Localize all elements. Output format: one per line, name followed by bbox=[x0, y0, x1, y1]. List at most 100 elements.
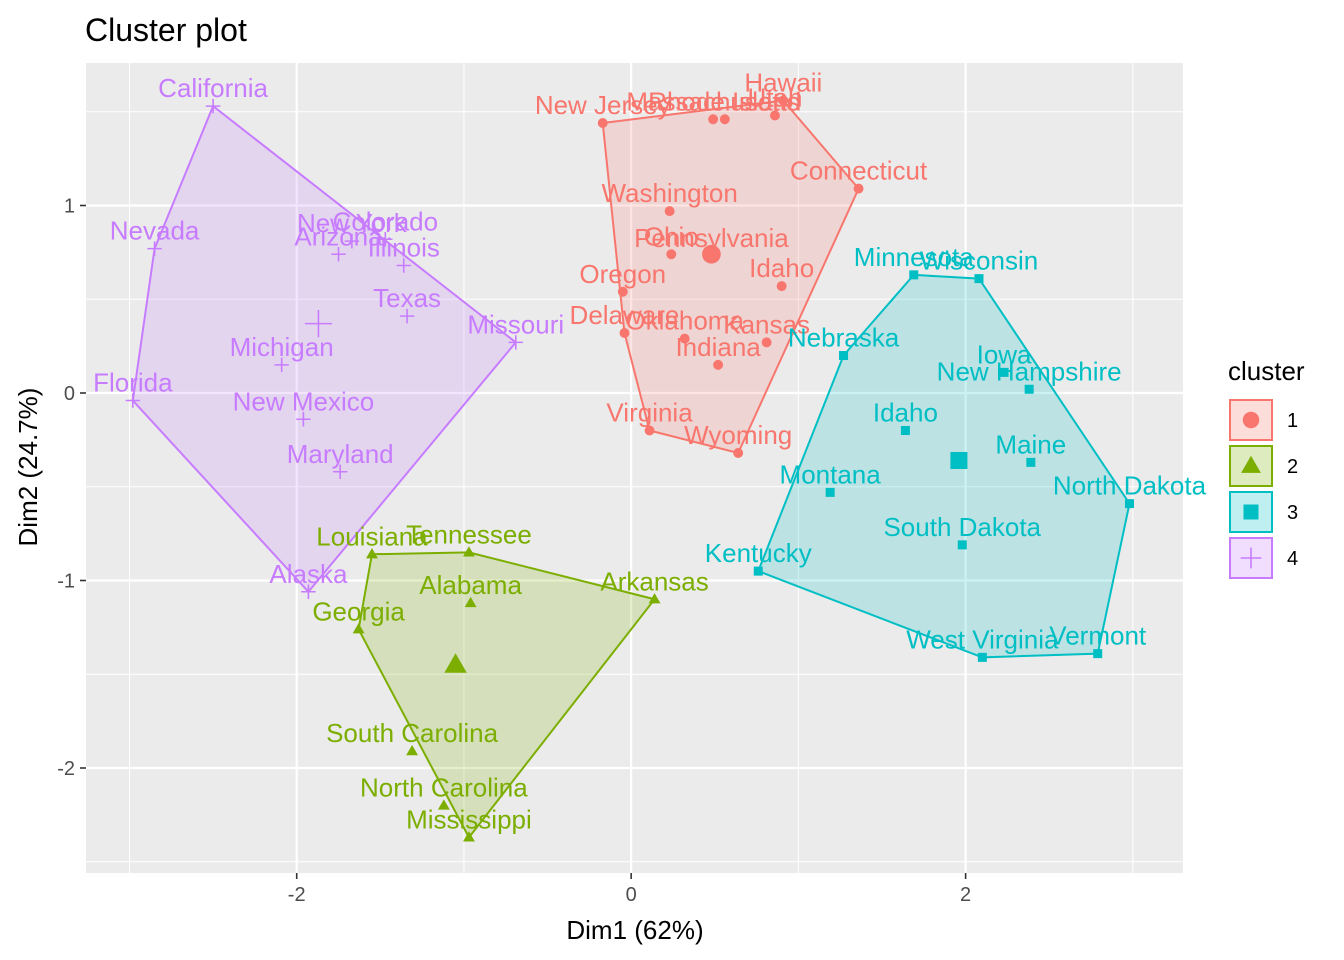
plot-panel bbox=[86, 63, 1183, 873]
point bbox=[344, 233, 360, 249]
point bbox=[644, 425, 655, 436]
point-label: Wyoming bbox=[684, 420, 792, 450]
point-label: Maine bbox=[995, 429, 1066, 459]
point bbox=[125, 393, 141, 408]
point-label: Ohio bbox=[644, 221, 699, 251]
legend-symbol-3 bbox=[1243, 504, 1259, 520]
point-label: Colorado bbox=[333, 206, 439, 236]
point bbox=[977, 652, 987, 662]
point bbox=[296, 412, 311, 427]
point-label: Arizona bbox=[294, 221, 383, 251]
point bbox=[713, 359, 724, 370]
point bbox=[1093, 649, 1103, 659]
point bbox=[1024, 384, 1034, 394]
point-label: Delaware bbox=[570, 300, 680, 330]
point-label: South Dakota bbox=[883, 512, 1041, 542]
point bbox=[378, 232, 393, 247]
point-label: Louisiana bbox=[316, 521, 428, 551]
point-label: Kansas bbox=[723, 309, 810, 339]
point-label: Rhode Island bbox=[648, 86, 801, 116]
point bbox=[999, 367, 1009, 377]
point-label: Wisconsin bbox=[920, 246, 1038, 276]
point-label: North Dakota bbox=[1053, 471, 1207, 501]
point-label: California bbox=[158, 73, 268, 103]
point-label: South Carolina bbox=[326, 718, 499, 748]
point-label: West Virginia bbox=[906, 624, 1059, 654]
point bbox=[617, 286, 628, 297]
cluster-center-2 bbox=[444, 653, 467, 673]
point bbox=[719, 114, 730, 125]
legend-symbol-1 bbox=[1242, 411, 1260, 429]
point-label: Hawaii bbox=[744, 68, 822, 98]
point bbox=[406, 744, 419, 756]
point bbox=[957, 540, 967, 550]
point bbox=[733, 448, 744, 458]
point bbox=[679, 333, 690, 344]
point-label: North Carolina bbox=[360, 773, 528, 803]
x-tick-label: 2 bbox=[960, 884, 971, 906]
cluster-hull-4 bbox=[131, 104, 518, 594]
point bbox=[332, 464, 348, 479]
chart-title: Cluster plot bbox=[85, 12, 247, 48]
point-label: Iowa bbox=[977, 339, 1032, 369]
point-label: Mississippi bbox=[406, 804, 532, 834]
point bbox=[666, 249, 677, 260]
point-label: Maryland bbox=[287, 439, 394, 469]
point-label: Minnesota bbox=[854, 242, 974, 272]
point bbox=[147, 241, 162, 256]
point-label: Idaho bbox=[873, 398, 938, 428]
y-tick-label: -2 bbox=[57, 758, 75, 780]
y-tick-label: -1 bbox=[57, 571, 75, 593]
point bbox=[464, 596, 477, 608]
y-tick-label: 0 bbox=[64, 383, 75, 405]
x-tick-label: 0 bbox=[626, 884, 637, 906]
point bbox=[331, 247, 346, 262]
point-label: Tennessee bbox=[406, 519, 532, 549]
point bbox=[205, 98, 221, 114]
point-label: New Mexico bbox=[233, 386, 375, 416]
cluster-hull-2 bbox=[357, 551, 657, 840]
point-label: Nevada bbox=[110, 216, 200, 246]
point bbox=[664, 206, 675, 217]
point bbox=[399, 308, 415, 324]
point-label: Oklahoma bbox=[625, 306, 744, 336]
point bbox=[853, 183, 864, 194]
axes: -2 0 2 -2 -1 0 1 bbox=[57, 196, 971, 907]
point-label: Nebraska bbox=[788, 323, 900, 353]
data-points bbox=[125, 95, 1134, 842]
legend-symbol-2 bbox=[1241, 455, 1261, 473]
point bbox=[825, 487, 835, 497]
point-label: Missouri bbox=[467, 309, 564, 339]
point bbox=[900, 426, 910, 435]
point bbox=[1124, 499, 1134, 509]
point-label: New Jersey bbox=[535, 90, 671, 120]
point bbox=[619, 328, 630, 338]
point-label: Illinois bbox=[368, 233, 440, 263]
point-label: Michigan bbox=[230, 332, 334, 362]
point-label: Alaska bbox=[269, 559, 348, 589]
legend-title: cluster bbox=[1228, 356, 1305, 386]
point bbox=[909, 270, 919, 280]
point bbox=[778, 95, 789, 106]
point bbox=[1026, 457, 1036, 467]
point bbox=[753, 566, 763, 576]
point bbox=[437, 799, 450, 810]
point-label: Virginia bbox=[606, 398, 693, 428]
point bbox=[761, 337, 772, 348]
x-tick-label: -2 bbox=[288, 884, 306, 906]
cluster-hulls bbox=[131, 99, 1131, 840]
point-label: Connecticut bbox=[790, 156, 928, 186]
point-label: Vermont bbox=[1049, 621, 1147, 651]
point-label: New York bbox=[297, 208, 408, 238]
point-label: Alabama bbox=[419, 570, 522, 600]
point-label: Arkansas bbox=[600, 566, 708, 596]
legend: cluster 1 2 3 4 bbox=[1228, 356, 1305, 579]
point-label: Utah bbox=[748, 83, 803, 113]
point bbox=[396, 258, 411, 273]
legend-label-4: 4 bbox=[1287, 548, 1298, 570]
cluster-center-1 bbox=[702, 244, 721, 264]
point bbox=[352, 623, 365, 634]
y-tick-label: 1 bbox=[64, 196, 75, 218]
point-label: Pennsylvania bbox=[634, 223, 789, 253]
y-axis-title: Dim2 (24.7%) bbox=[13, 388, 43, 547]
